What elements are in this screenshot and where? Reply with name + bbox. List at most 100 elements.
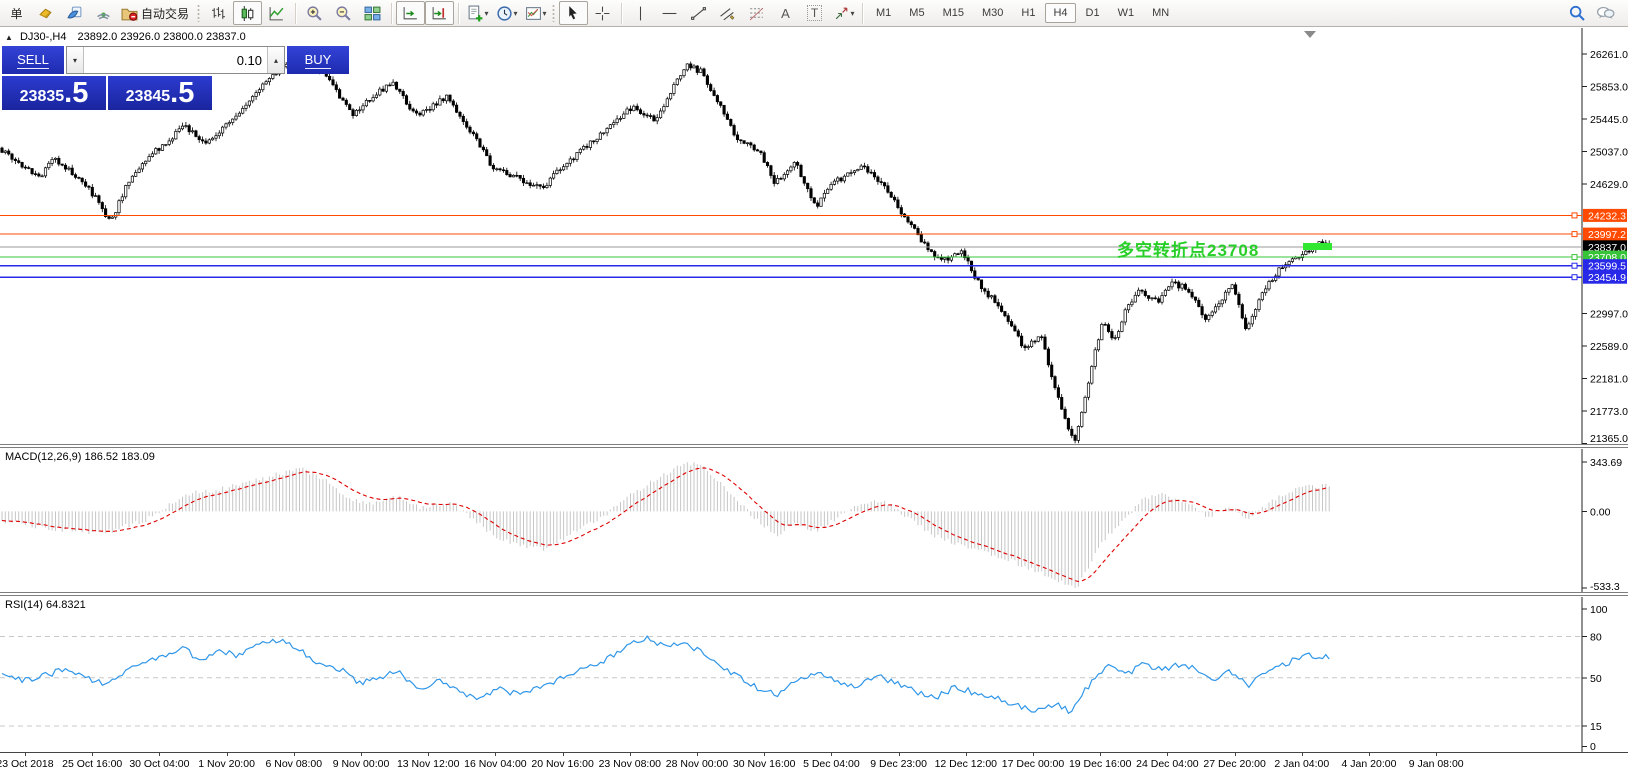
indicators-button[interactable]: ▾ [463, 1, 492, 25]
autoscroll-icon [403, 6, 417, 19]
market-icon[interactable] [31, 1, 60, 25]
equidistant-channel-button[interactable] [713, 1, 742, 25]
dropdown-caret-icon[interactable]: ▾ [513, 8, 518, 18]
time-tick [159, 753, 161, 756]
periods-button[interactable]: ▾ [492, 1, 521, 25]
fibonacci-button[interactable] [742, 1, 771, 25]
macd-panel[interactable]: 343.69 0.00 -533.3 [0, 449, 1628, 592]
buy-button[interactable]: BUY [287, 46, 349, 74]
autotrading-button[interactable]: 自动交易 [118, 1, 195, 25]
chart-shift-button[interactable] [425, 1, 455, 25]
search-button[interactable] [1562, 1, 1591, 25]
arrows-button[interactable]: ▾ [829, 1, 858, 25]
tile-windows-icon [364, 6, 381, 20]
buy-price[interactable]: 23845.5 [108, 76, 212, 110]
sell-button[interactable]: SELL [2, 46, 64, 74]
timeframe-button-d1[interactable]: D1 [1085, 7, 1100, 19]
time-axis-label: 23 Nov 08:00 [598, 758, 662, 770]
time-axis-label: 12 Dec 12:00 [934, 758, 998, 770]
main-chart[interactable]: 26261.0 25853.0 25445.0 25037.0 24629.0 22997… [0, 28, 1628, 444]
bar-chart-button[interactable] [204, 1, 233, 25]
price-tag-label: 23454.9 [1588, 272, 1626, 284]
time-tick [629, 753, 631, 756]
horizontal-line-button[interactable] [655, 1, 684, 25]
chat-button[interactable] [1591, 1, 1620, 25]
timeframe-button-h1[interactable]: H1 [1021, 7, 1036, 19]
arrows-icon [835, 7, 847, 19]
price-tag [1583, 208, 1627, 222]
cursor-button[interactable] [559, 1, 589, 25]
sell-price-main: 23835 [19, 88, 65, 105]
toolbar-grip [197, 4, 201, 22]
timeframe-button-m15[interactable]: M15 [942, 7, 964, 19]
rsi-panel[interactable]: 100 80 50 15 0 [0, 597, 1628, 752]
dropdown-caret-icon[interactable]: ▾ [850, 8, 855, 18]
sell-price[interactable]: 23835.5 [2, 76, 106, 110]
price-tag [1583, 227, 1627, 241]
time-axis[interactable]: 23 Oct 2018 25 Oct 16:00 30 Oct 04:00 1 Nov… [0, 752, 1628, 777]
chart-annotation-text[interactable]: 多空转折点23708 [1117, 241, 1260, 260]
dropdown-caret-icon[interactable]: ▾ [484, 8, 489, 18]
timeframe-button-m30[interactable]: M30 [981, 7, 1004, 19]
timeframe-button-h4[interactable]: H4 [1045, 3, 1076, 23]
text-label-button[interactable]: T [800, 1, 829, 25]
timeframe-button-m5[interactable]: M5 [909, 7, 925, 19]
time-tick [1301, 753, 1303, 756]
time-axis-label: 6 Nov 08:00 [265, 758, 323, 770]
line-chart-button[interactable] [262, 1, 291, 25]
mql-community-icon[interactable] [60, 1, 89, 25]
level-handle[interactable] [1571, 231, 1578, 238]
timeframe-group: M1 M5 M15 M30 H1 H4 D1 W1 MN [867, 3, 1178, 23]
candlestick-icon [241, 5, 254, 21]
time-axis-label: 20 Nov 16:00 [531, 758, 594, 770]
bird-icon [67, 6, 82, 18]
trendline-button[interactable] [684, 1, 713, 25]
panel-collapse-icon[interactable]: ▲ [5, 33, 13, 42]
templates-button[interactable]: ▾ [521, 1, 550, 25]
timeframe-button-m1[interactable]: M1 [876, 7, 892, 19]
volume-input[interactable] [84, 47, 267, 73]
level-handle[interactable] [1571, 274, 1578, 281]
panel-splitter[interactable] [0, 592, 1628, 596]
time-tick [1033, 753, 1034, 756]
level-handle[interactable] [1571, 254, 1578, 261]
zoom-out-button[interactable] [329, 1, 358, 25]
toolbar-separator [391, 2, 393, 24]
zoom-in-button[interactable] [300, 1, 329, 25]
dropdown-caret-icon[interactable]: ▾ [542, 8, 547, 18]
panel-splitter[interactable] [0, 444, 1628, 448]
chart-shift-marker-icon[interactable] [1304, 31, 1316, 38]
new-order-button[interactable]: 单 [2, 1, 31, 25]
time-tick [1369, 753, 1370, 756]
vertical-line-button[interactable] [626, 1, 655, 25]
time-tick [92, 753, 94, 756]
macd-indicator-label: MACD(12,26,9) 186.52 183.09 [5, 451, 155, 463]
tile-windows-button[interactable] [358, 1, 387, 25]
time-axis-label: 16 Nov 04:00 [464, 758, 527, 770]
timeframe-button-mn[interactable]: MN [1152, 7, 1170, 19]
time-axis-label: 9 Nov 00:00 [332, 758, 390, 770]
level-handle[interactable] [1571, 262, 1578, 269]
ohlc-values: 23892.0 23926.0 23800.0 23837.0 [77, 31, 246, 43]
timeframe-button-w1[interactable]: W1 [1117, 7, 1135, 19]
time-axis-label: 23 Oct 2018 [0, 758, 54, 770]
time-tick [293, 753, 295, 756]
text-button[interactable]: A [771, 1, 800, 25]
signals-icon[interactable] [89, 1, 118, 25]
rsi-tick-label: 100 [1590, 604, 1608, 616]
annotation-dash[interactable] [1303, 243, 1332, 250]
autotrading-icon [121, 8, 138, 21]
volume-increase-button[interactable]: ▴ [267, 47, 284, 73]
buy-button-label: BUY [304, 51, 332, 69]
time-axis-label: 9 Dec 23:00 [870, 758, 927, 770]
time-tick [428, 753, 430, 756]
volume-decrease-button[interactable]: ▾ [67, 47, 84, 73]
zoom-out-icon [336, 5, 351, 21]
autoscroll-button[interactable] [396, 1, 426, 25]
toolbar-separator [621, 2, 623, 24]
crosshair-button[interactable] [588, 1, 617, 25]
rsi-indicator-label: RSI(14) 64.8321 [5, 599, 86, 611]
candlestick-chart-button[interactable] [233, 1, 263, 25]
horizontal-line-icon [662, 12, 677, 14]
level-handle[interactable] [1571, 212, 1578, 219]
